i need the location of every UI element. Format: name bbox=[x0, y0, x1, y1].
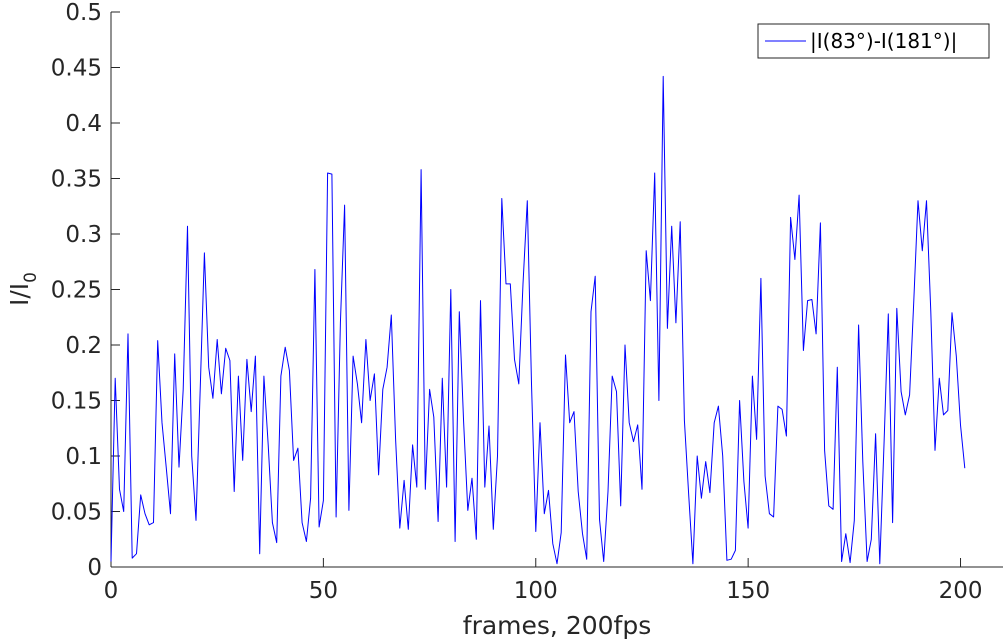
series-layer bbox=[110, 75, 966, 565]
y-axis-title-main: I/I bbox=[5, 283, 34, 306]
y-tick-label: 0.4 bbox=[65, 111, 102, 137]
legend-label: |I(83°)-I(181°)| bbox=[810, 29, 957, 53]
y-tick-label: 0.3 bbox=[65, 222, 102, 248]
y-tick-label: 0.45 bbox=[51, 56, 102, 82]
x-tick-label: 50 bbox=[309, 578, 338, 604]
y-tick-label: 0.15 bbox=[51, 389, 102, 415]
x-axis-title: frames, 200fps bbox=[463, 611, 651, 640]
y-tick-label: 0 bbox=[87, 555, 102, 581]
axes-box bbox=[110, 12, 1003, 568]
y-tick-label: 0.05 bbox=[51, 500, 102, 526]
y-tick-label: 0.2 bbox=[65, 333, 102, 359]
x-tick-label: 150 bbox=[726, 578, 770, 604]
y-axis-title-subscript: 0 bbox=[21, 272, 41, 283]
x-tick-label: 200 bbox=[939, 578, 983, 604]
y-axis-ticks: 0 0.05 0.1 0.15 0.2 0.25 0.3 0.35 0.4 0.45 0.5 bbox=[51, 0, 120, 581]
x-tick-label: 100 bbox=[514, 578, 558, 604]
x-axis-ticks: 0 50 100 150 200 bbox=[104, 558, 983, 604]
y-tick-label: 0.35 bbox=[51, 167, 102, 193]
y-tick-label: 0.1 bbox=[65, 444, 102, 470]
x-tick-label: 0 bbox=[104, 578, 119, 604]
series-line bbox=[110, 75, 966, 565]
y-tick-label: 0.25 bbox=[51, 278, 102, 304]
y-axis-title: I/I0 bbox=[5, 272, 41, 306]
y-tick-label: 0.5 bbox=[65, 0, 102, 26]
legend: |I(83°)-I(181°)| bbox=[757, 23, 990, 59]
legend-box bbox=[757, 23, 990, 59]
